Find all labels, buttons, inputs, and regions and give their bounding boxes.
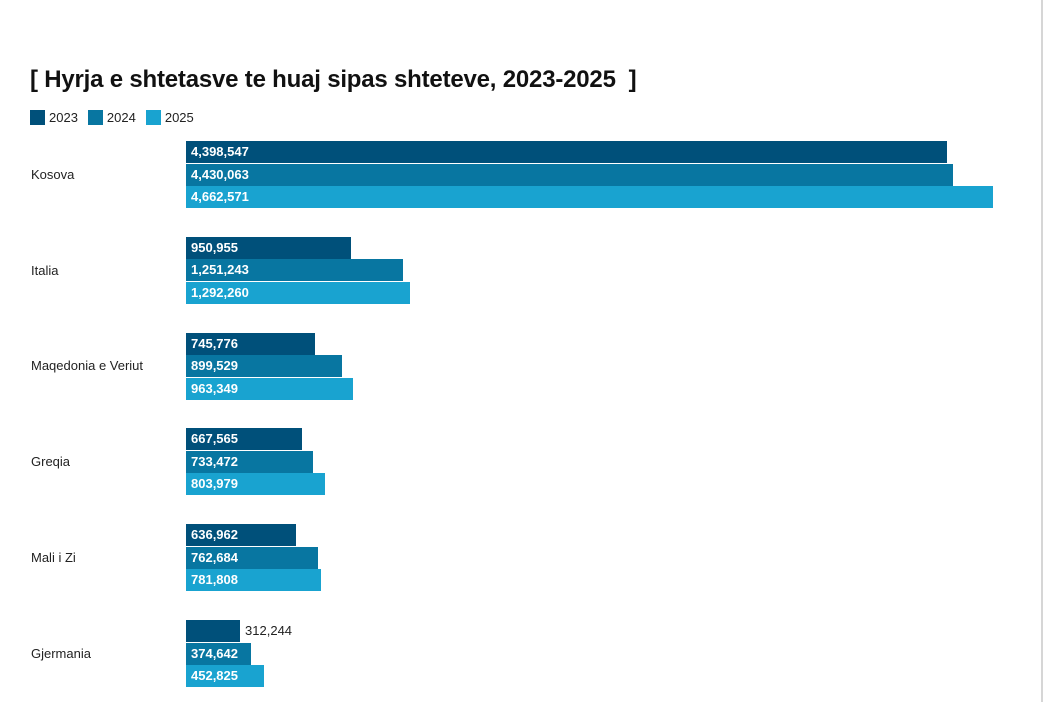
data-label: 899,529 (191, 358, 238, 374)
data-label: 4,662,571 (191, 189, 249, 204)
chart-title: [ Hyrja e shtetasve te huaj sipas shtete… (30, 66, 637, 93)
category-label: Gjermania (31, 645, 91, 661)
legend-label: 2023 (49, 110, 78, 125)
legend-swatch (87, 110, 103, 125)
data-label: 950,955 (191, 239, 238, 255)
bar-2024 (186, 642, 251, 665)
category-label: Greqia (31, 454, 71, 470)
category-label: Maqedonia e Veriut (31, 358, 144, 374)
data-label: 312,244 (245, 623, 293, 638)
data-label: 636,962 (191, 527, 238, 543)
data-label: 803,979 (191, 476, 238, 492)
data-label: 667,565 (191, 431, 238, 447)
data-label: 762,684 (191, 549, 238, 565)
legend: 2023 2024 2025 (30, 110, 194, 125)
window-edge (1041, 0, 1043, 702)
bar-2025 (186, 473, 326, 496)
legend-item-2023: 2023 (30, 110, 78, 125)
legend-item-2025: 2025 (145, 110, 194, 125)
data-label: 1,251,243 (191, 262, 249, 278)
data-label: 4,398,547 (191, 144, 249, 159)
bar-2024 (186, 163, 953, 186)
legend-swatch (145, 110, 161, 125)
category-label: Kosova (31, 166, 75, 182)
data-label: 781,808 (191, 572, 238, 588)
legend-item-2024: 2024 (87, 110, 136, 125)
bar-2025 (186, 281, 410, 304)
data-label: 745,776 (191, 335, 238, 351)
bar-2023 (186, 141, 948, 163)
bar-2023 (186, 332, 316, 355)
bar-2025 (186, 569, 322, 592)
bar-2025 (186, 186, 993, 208)
category-label: Mali i Zi (31, 549, 76, 565)
bar-2024 (186, 259, 403, 282)
bar-2023 (186, 620, 241, 642)
data-label: 374,642 (191, 645, 238, 661)
bar-2024 (186, 355, 342, 378)
data-label: 1,292,260 (191, 284, 249, 300)
bar-2025 (186, 377, 353, 400)
bar-2023 (186, 236, 351, 259)
bar-2023 (186, 524, 297, 547)
legend-label: 2025 (164, 110, 194, 125)
data-label: 452,825 (191, 668, 238, 683)
bar-2025 (186, 665, 265, 687)
data-label: 733,472 (191, 453, 238, 469)
data-label: 4,430,063 (191, 166, 249, 182)
data-label: 963,349 (191, 380, 238, 396)
bar-2023 (186, 428, 302, 451)
bar-2024 (186, 450, 313, 473)
legend-label: 2024 (106, 110, 136, 125)
category-label: Italia (31, 262, 59, 278)
bar-2024 (186, 546, 318, 569)
legend-swatch (30, 110, 45, 125)
